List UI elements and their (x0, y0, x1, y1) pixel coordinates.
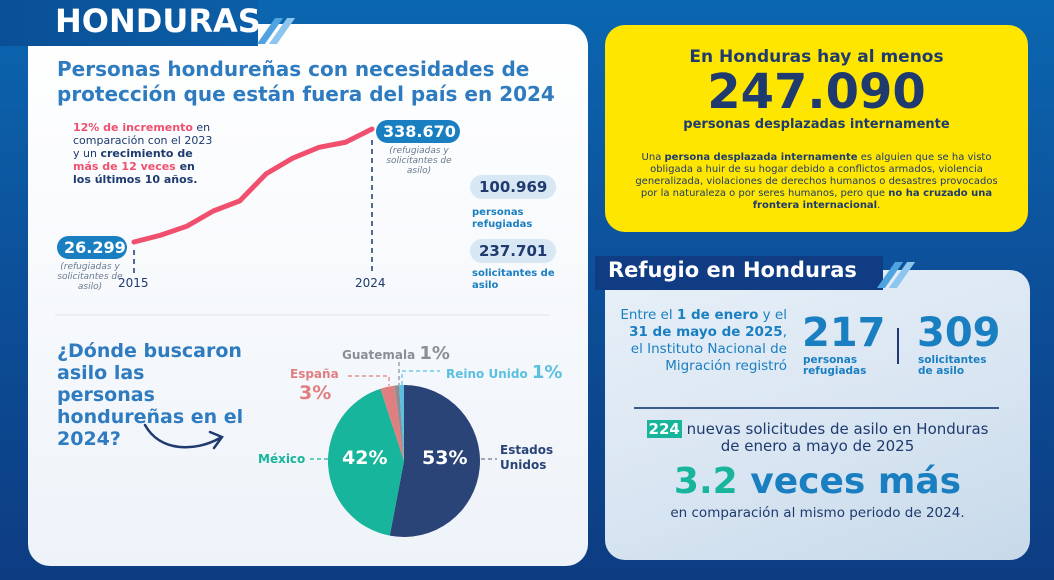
label-espana: España (290, 367, 339, 381)
year-2024: 2024 (355, 276, 386, 290)
arrow-icon (143, 423, 222, 449)
card-title: Personas hondureñas con necesidades de p… (57, 57, 555, 106)
stat-divider (897, 328, 899, 364)
start-sub: (refugiadas y solicitantes de asilo) (57, 262, 123, 292)
comparison-text: en comparación al mismo periodo de 2024. (670, 505, 965, 521)
solicitantes-count: 309 (917, 310, 1001, 356)
value-eeuu: 53% (422, 447, 468, 469)
idp-number: 247.090 (707, 64, 926, 120)
refugio-tab (595, 256, 883, 290)
year-2015: 2015 (118, 276, 149, 290)
end-value-badge: 338.670 (376, 120, 460, 143)
protection-card (28, 24, 588, 566)
refugiadas-count-label: personas refugiadas (803, 354, 867, 377)
line-chart (55, 126, 550, 537)
header-tab (0, 0, 258, 46)
idp-box: En Honduras hay al menos 247.090 persona… (605, 25, 1028, 232)
start-value-badge: 26.299 (57, 236, 127, 259)
country-title: HONDURAS (55, 2, 261, 40)
new-requests: 224 nuevas solicitudes de asilo en Hondu… (646, 420, 989, 455)
solicitantes-label: solicitantes de asilo (472, 268, 555, 291)
pie-slice-guatemala (394, 385, 404, 461)
label-guatemala: Guatemala 1% (342, 343, 450, 364)
panel-divider (634, 407, 999, 409)
idp-label: personas desplazadas internamente (683, 117, 950, 132)
idp-intro: En Honduras hay al menos (689, 47, 944, 67)
pie-slice-reino-unido (399, 385, 404, 461)
label-reino-unido: Reino Unido 1% (446, 362, 563, 383)
pie-slice-estados-unidos (389, 385, 481, 537)
trend-line (131, 126, 375, 245)
label-eeuu: Estados Unidos (500, 443, 554, 472)
pie-question: ¿Dónde buscaron asilo las personas hondu… (57, 340, 244, 450)
new-count-badge: 224 (646, 420, 682, 438)
arrow-head-icon (208, 430, 224, 450)
value-espana: 3% (299, 382, 332, 404)
idp-definition: Una persona desplazada internamente es a… (635, 152, 998, 211)
leader-espana (348, 375, 390, 386)
multiplier: 3.2 veces más (673, 461, 962, 502)
refugio-intro: Entre el 1 de enero y el 31 de mayo de 2… (620, 307, 787, 374)
refugio-panel (605, 270, 1030, 560)
refugiadas-count: 217 (802, 310, 886, 356)
end-sub: (refugiadas y solicitantes de asilo) (386, 146, 452, 176)
refugiadas-value: 100.969 (470, 175, 557, 199)
refugio-title: Refugio en Honduras (608, 258, 857, 282)
solicitantes-value: 237.701 (470, 239, 557, 263)
leader-reino-unido (401, 370, 440, 385)
pie-slice-españa (380, 385, 404, 461)
solicitantes-count-label: solicitantes de asilo (918, 354, 987, 377)
growth-note: 12% de incremento en comparación con el … (73, 121, 213, 186)
label-mexico: México (258, 452, 306, 466)
pie-slice-méxico (328, 388, 404, 536)
pie-chart (328, 385, 481, 537)
value-mexico: 42% (342, 447, 388, 469)
refugiadas-label: personas refugiadas (472, 207, 533, 230)
